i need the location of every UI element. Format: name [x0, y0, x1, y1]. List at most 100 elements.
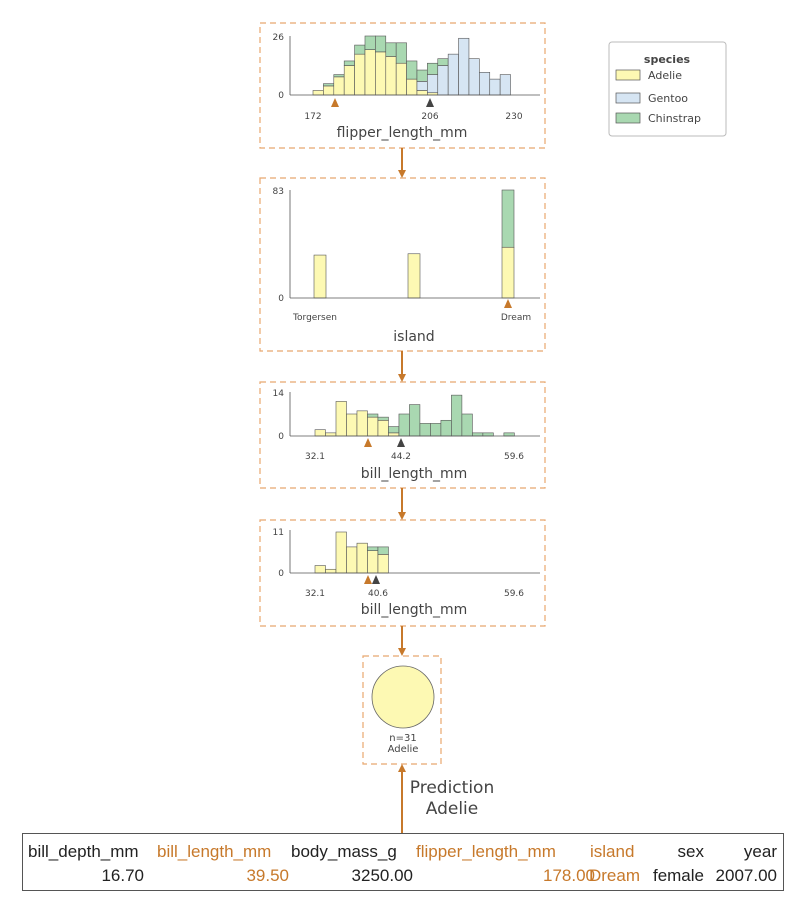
- chart-2-bar-chinstrap-5: [367, 413, 379, 418]
- chart-2-bar-chinstrap-8: [398, 413, 410, 437]
- chart-2-bar-chinstrap-7: [388, 426, 400, 434]
- chart-0-bar-adelie-10: [416, 90, 428, 96]
- feature-name-island: island: [590, 842, 635, 861]
- chart-3-xtick-2: 59.6: [504, 589, 524, 599]
- chart-0-bar-gentoo-14: [458, 37, 470, 96]
- chart-2-xtick-2: 59.6: [504, 452, 524, 462]
- chart-0-xtick-2: 230: [505, 112, 522, 122]
- chart-1-bar-adelie-1: [407, 253, 421, 299]
- chart-0-bar-gentoo-10: [416, 81, 428, 91]
- chart-2-bar-chinstrap-13: [451, 394, 463, 437]
- chart-0-bar-gentoo-11: [427, 74, 439, 94]
- chart-3-bar-adelie-6: [377, 554, 389, 574]
- legend: species Adelie Gentoo Chinstrap: [608, 41, 727, 137]
- chart-2-bar-adelie-7: [388, 432, 400, 437]
- sample-feature-table: bill_depth_mm 16.70 bill_length_mm 39.50…: [22, 833, 784, 891]
- chart-2-bar-adelie-0: [314, 429, 326, 437]
- chart-0-bar-gentoo-12: [437, 65, 449, 96]
- legend-label-adelie: Adelie: [648, 69, 682, 82]
- chart-3-bar-adelie-1: [325, 568, 337, 574]
- chart-2-sample-marker: [364, 438, 372, 447]
- chart-2-bar-adelie-1: [325, 432, 337, 437]
- chart-0-bar-gentoo-13: [447, 53, 459, 96]
- feature-name-bill-depth: bill_depth_mm: [28, 842, 139, 861]
- chart-3-xtick-0: 32.1: [305, 589, 325, 599]
- chart-3-bar-chinstrap-6: [377, 546, 389, 555]
- chart-3-bar-chinstrap-5: [367, 546, 379, 551]
- chart-3-split-marker: [372, 575, 380, 584]
- feature-name-sex: sex: [677, 842, 704, 861]
- chart-0-split-marker: [426, 98, 434, 107]
- chart-1-ymin: 0: [278, 294, 284, 304]
- chart-2-bars: [314, 394, 515, 437]
- chart-1-ymax: 83: [273, 187, 284, 197]
- chart-0-bar-adelie-5: [364, 49, 376, 96]
- chart-2-bar-chinstrap-15: [472, 432, 484, 437]
- chart-1-xtick-0: Torgersen: [292, 313, 337, 323]
- chart-0-sample-marker: [331, 98, 339, 107]
- legend-title: species: [644, 53, 691, 66]
- feature-value-body-mass: 3250.00: [351, 866, 413, 885]
- chart-flipper-length: 26 0 172 206 230 flipper_length_mm: [273, 33, 540, 141]
- feature-name-body-mass: body_mass_g: [291, 842, 397, 861]
- feature-value-bill-depth: 16.70: [101, 866, 144, 885]
- prediction-value: Adelie: [426, 799, 479, 819]
- chart-1-xtick-1: Dream: [501, 313, 531, 323]
- chart-0-bar-chinstrap-11: [427, 62, 439, 75]
- chart-3-bars: [314, 531, 389, 574]
- chart-3-bar-adelie-5: [367, 550, 379, 574]
- chart-0-bar-adelie-3: [343, 65, 355, 96]
- chart-0-bar-gentoo-18: [499, 74, 511, 96]
- feature-value-year: 2007.00: [715, 866, 777, 885]
- chart-2-bar-adelie-3: [346, 413, 358, 437]
- feature-name-year: year: [743, 842, 777, 861]
- feature-value-sex: female: [652, 866, 704, 885]
- chart-bill-length-2: 11 0 32.1 40.6 59.6 bill_length_mm: [273, 528, 540, 618]
- legend-swatch-chinstrap: [615, 112, 641, 124]
- chart-0-bar-adelie-6: [375, 51, 387, 96]
- chart-0-ymin: 0: [278, 91, 284, 101]
- chart-2-feature-label: bill_length_mm: [361, 466, 467, 482]
- chart-2-bar-chinstrap-14: [461, 413, 473, 437]
- chart-0-bar-adelie-7: [385, 56, 397, 96]
- chart-0-bar-chinstrap-12: [437, 58, 449, 66]
- chart-2-bar-chinstrap-12: [440, 419, 452, 437]
- chart-0-bar-chinstrap-5: [364, 35, 376, 50]
- chart-2-ymax: 14: [273, 389, 285, 399]
- chart-2-bar-chinstrap-18: [503, 432, 515, 437]
- chart-2-bar-chinstrap-9: [409, 404, 421, 437]
- chart-1-bars: [313, 189, 515, 299]
- leaf-n-label: n=31: [389, 733, 416, 744]
- chart-0-bar-adelie-2: [333, 76, 345, 96]
- chart-0-bars: [312, 35, 511, 96]
- chart-0-bar-gentoo-15: [468, 58, 480, 96]
- feature-value-bill-length: 39.50: [246, 866, 289, 885]
- chart-0-bar-adelie-9: [406, 78, 418, 96]
- legend-swatch-adelie: [615, 69, 641, 81]
- chart-0-xtick-0: 172: [304, 112, 321, 122]
- chart-0-xtick-1: 206: [421, 112, 438, 122]
- chart-2-bar-chinstrap-10: [419, 423, 431, 437]
- chart-0-bar-adelie-1: [323, 85, 335, 96]
- chart-3-xtick-1: 40.6: [368, 589, 388, 599]
- chart-2-bar-adelie-6: [377, 419, 389, 437]
- chart-2-ymin: 0: [278, 432, 284, 442]
- chart-2-bar-chinstrap-11: [430, 423, 442, 437]
- chart-1-bar-adelie-0: [313, 254, 327, 299]
- feature-value-island: Dream: [588, 866, 640, 885]
- chart-3-bar-adelie-4: [356, 542, 368, 574]
- chart-0-bar-chinstrap-3: [343, 60, 355, 66]
- chart-bill-length-1: 14 0 32.1 44.2 59.6 bill_length_mm: [273, 389, 540, 482]
- chart-3-ymax: 11: [273, 528, 284, 538]
- leaf-class-label: Adelie: [388, 744, 419, 755]
- chart-2-bar-adelie-5: [367, 416, 379, 437]
- feature-name-bill-length: bill_length_mm: [157, 842, 272, 861]
- chart-0-bar-chinstrap-7: [385, 42, 397, 57]
- chart-2-split-marker: [397, 438, 405, 447]
- chart-0-bar-chinstrap-4: [354, 44, 366, 55]
- chart-2-xtick-0: 32.1: [305, 452, 325, 462]
- chart-0-bar-gentoo-16: [479, 72, 491, 96]
- chart-1-bar-chinstrap-2: [501, 189, 515, 248]
- chart-2-xtick-1: 44.2: [391, 452, 411, 462]
